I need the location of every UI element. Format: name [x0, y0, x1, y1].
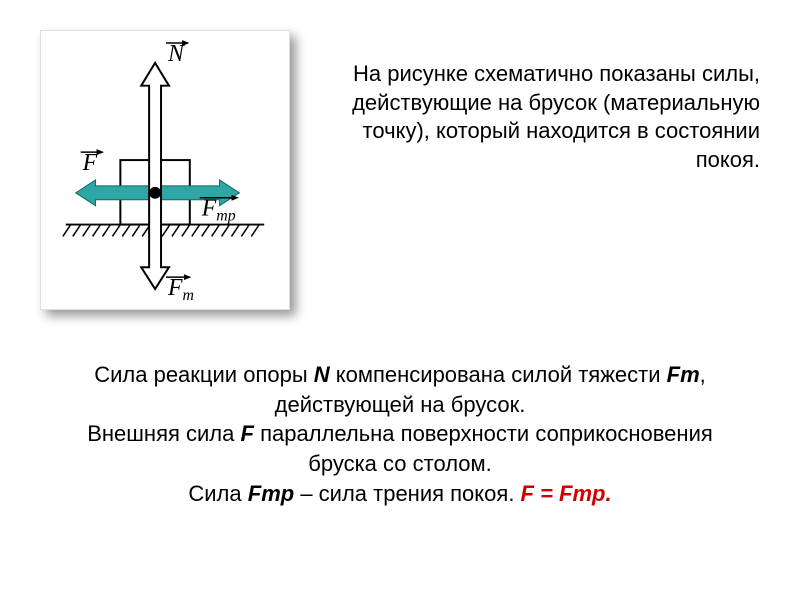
svg-text:F: F	[82, 150, 98, 176]
svg-text:Fт: Fт	[167, 275, 194, 304]
equation-red: F = Fтр.	[521, 481, 612, 506]
force-diagram-frame: N Fт F Fтр	[40, 30, 290, 310]
vector-Ft	[141, 193, 169, 289]
symbol-Ft: Fт	[667, 362, 700, 387]
line3-a: Сила	[188, 481, 247, 506]
description-paragraph: На рисунке схематично показаны силы, дей…	[330, 60, 760, 174]
vector-F	[76, 180, 155, 206]
symbol-N: N	[314, 362, 330, 387]
line3-b: – сила трения покоя.	[294, 481, 520, 506]
center-dot	[149, 187, 161, 199]
line2-b: параллельна поверхности соприкосновения …	[254, 421, 713, 476]
force-diagram-svg: N Fт F Fтр	[41, 31, 289, 309]
line1-b: компенсирована силой тяжести	[330, 362, 667, 387]
vector-N	[141, 63, 169, 193]
symbol-F: F	[241, 421, 254, 446]
line2-a: Внешняя сила	[87, 421, 240, 446]
svg-text:N: N	[167, 41, 185, 67]
line1-a: Сила реакции опоры	[94, 362, 314, 387]
symbol-Ftr: Fтр	[248, 481, 294, 506]
label-F: F	[81, 150, 103, 176]
label-Ft: Fт	[166, 275, 194, 304]
label-N: N	[166, 41, 188, 67]
vector-Ftr	[155, 180, 239, 206]
explanation-block: Сила реакции опоры N компенсирована сило…	[60, 360, 740, 508]
